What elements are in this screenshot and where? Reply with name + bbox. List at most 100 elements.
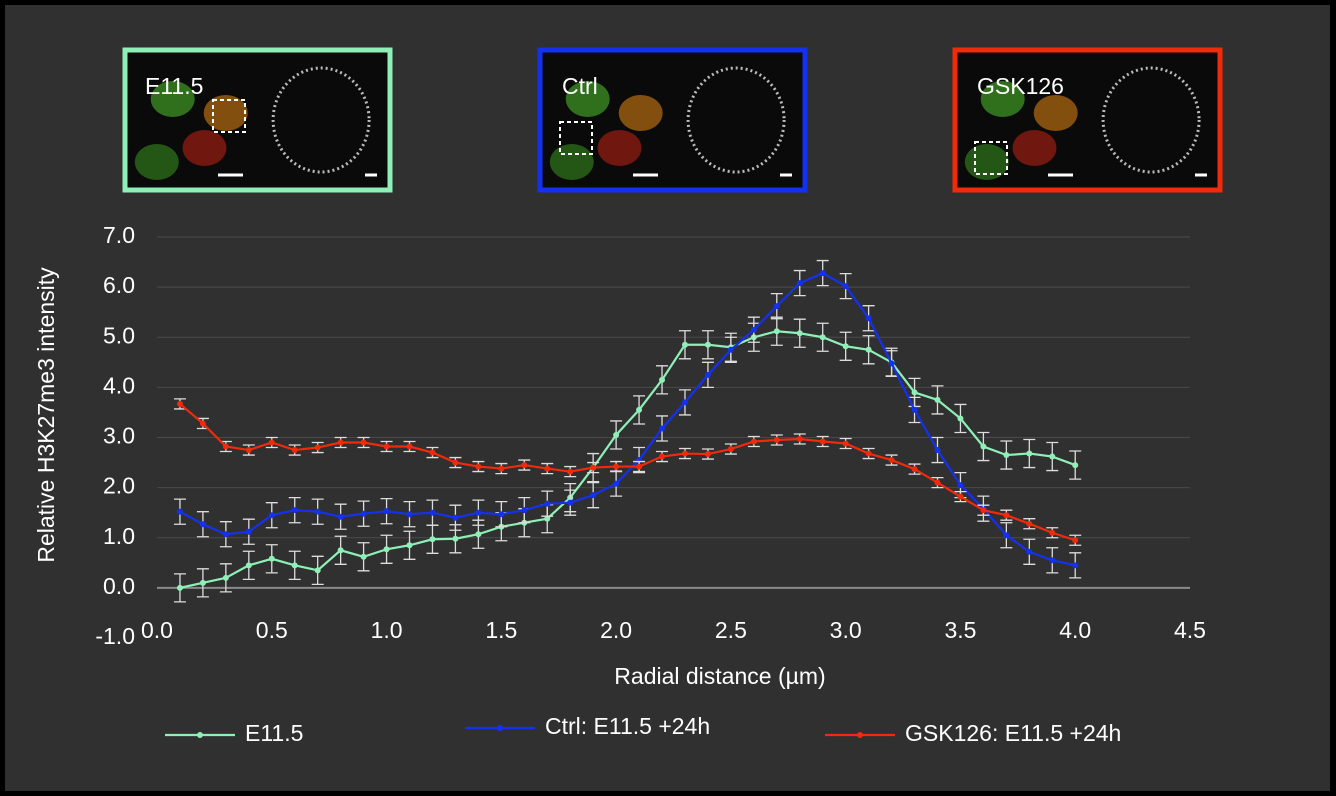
data-point <box>177 585 183 591</box>
data-point <box>682 342 688 348</box>
y-tick-label: 6.0 <box>103 272 135 298</box>
data-point <box>590 465 596 471</box>
x-tick-label: 4.0 <box>1059 617 1091 643</box>
data-point <box>384 444 390 450</box>
data-point <box>1072 537 1078 543</box>
data-point <box>957 482 963 488</box>
data-point <box>1072 462 1078 468</box>
data-point <box>797 436 803 442</box>
data-point <box>774 303 780 309</box>
data-point <box>659 425 665 431</box>
data-point <box>1049 530 1055 536</box>
legend-marker <box>857 732 863 738</box>
data-point <box>820 439 826 445</box>
data-point <box>682 451 688 457</box>
data-point <box>567 500 573 506</box>
data-point <box>590 492 596 498</box>
data-point <box>682 399 688 405</box>
x-tick-label: 1.0 <box>371 617 403 643</box>
data-point <box>843 283 849 289</box>
data-point <box>957 494 963 500</box>
panel-label: Ctrl <box>562 73 598 99</box>
legend-marker <box>497 725 503 731</box>
panel-cell <box>135 144 179 180</box>
data-point <box>544 466 550 472</box>
x-tick-label: 3.0 <box>830 617 862 643</box>
data-point <box>1003 452 1009 458</box>
data-point <box>774 437 780 443</box>
data-point <box>1003 532 1009 538</box>
data-point <box>797 280 803 286</box>
y-tick-label: 4.0 <box>103 372 135 398</box>
data-point <box>1003 512 1009 518</box>
data-point <box>957 415 963 421</box>
data-point <box>200 420 206 426</box>
data-point <box>315 445 321 451</box>
data-point <box>361 511 367 517</box>
data-point <box>384 508 390 514</box>
panel-cell <box>1034 95 1078 131</box>
data-point <box>866 451 872 457</box>
data-point <box>475 531 481 537</box>
data-point <box>705 451 711 457</box>
legend-label: Ctrl: E11.5 +24h <box>545 713 710 739</box>
y-axis-title: Relative H3K27me3 intensity <box>33 267 59 563</box>
panel-label: E11.5 <box>145 73 203 99</box>
data-point <box>384 546 390 552</box>
y-tick-label: 0.0 <box>103 573 135 599</box>
data-point <box>705 342 711 348</box>
data-point <box>567 469 573 475</box>
data-point <box>292 507 298 513</box>
x-tick-label: 2.5 <box>715 617 747 643</box>
data-point <box>1049 454 1055 460</box>
data-point <box>407 444 413 450</box>
data-point <box>452 536 458 542</box>
data-point <box>292 562 298 568</box>
data-point <box>820 334 826 340</box>
data-point <box>912 407 918 413</box>
data-point <box>934 397 940 403</box>
x-tick-label: 4.5 <box>1174 617 1206 643</box>
data-point <box>659 454 665 460</box>
data-point <box>223 531 229 537</box>
data-point <box>636 464 642 470</box>
data-point <box>429 450 435 456</box>
data-point <box>223 575 229 581</box>
data-point <box>246 562 252 568</box>
data-point <box>705 372 711 378</box>
panel-cell <box>1013 130 1057 166</box>
data-point <box>361 440 367 446</box>
page: Radial distance (µm) Relative H3K27me3 i… <box>0 0 1336 796</box>
data-point <box>200 521 206 527</box>
panel-cell <box>183 130 227 166</box>
data-point <box>866 315 872 321</box>
legend-label: E11.5 <box>245 720 303 746</box>
data-point <box>269 512 275 518</box>
data-point <box>452 515 458 521</box>
data-point <box>498 466 504 472</box>
panel-cell <box>619 95 663 131</box>
data-point <box>613 481 619 487</box>
data-point <box>452 460 458 466</box>
data-point <box>315 509 321 515</box>
data-point <box>728 446 734 452</box>
data-point <box>200 580 206 586</box>
data-point <box>797 330 803 336</box>
panel-label: GSK126 <box>977 73 1064 99</box>
data-point <box>751 439 757 445</box>
data-point <box>475 510 481 516</box>
data-point <box>498 511 504 517</box>
data-point <box>177 401 183 407</box>
data-point <box>866 347 872 353</box>
legend-marker <box>197 732 203 738</box>
data-point <box>246 529 252 535</box>
x-tick-label: 0.0 <box>141 617 173 643</box>
panel-cell <box>550 144 594 180</box>
x-tick-label: 3.5 <box>944 617 976 643</box>
data-point <box>1026 521 1032 527</box>
data-point <box>246 447 252 453</box>
data-point <box>751 327 757 333</box>
data-point <box>521 507 527 513</box>
data-point <box>1026 451 1032 457</box>
y-tick-label: 3.0 <box>103 423 135 449</box>
